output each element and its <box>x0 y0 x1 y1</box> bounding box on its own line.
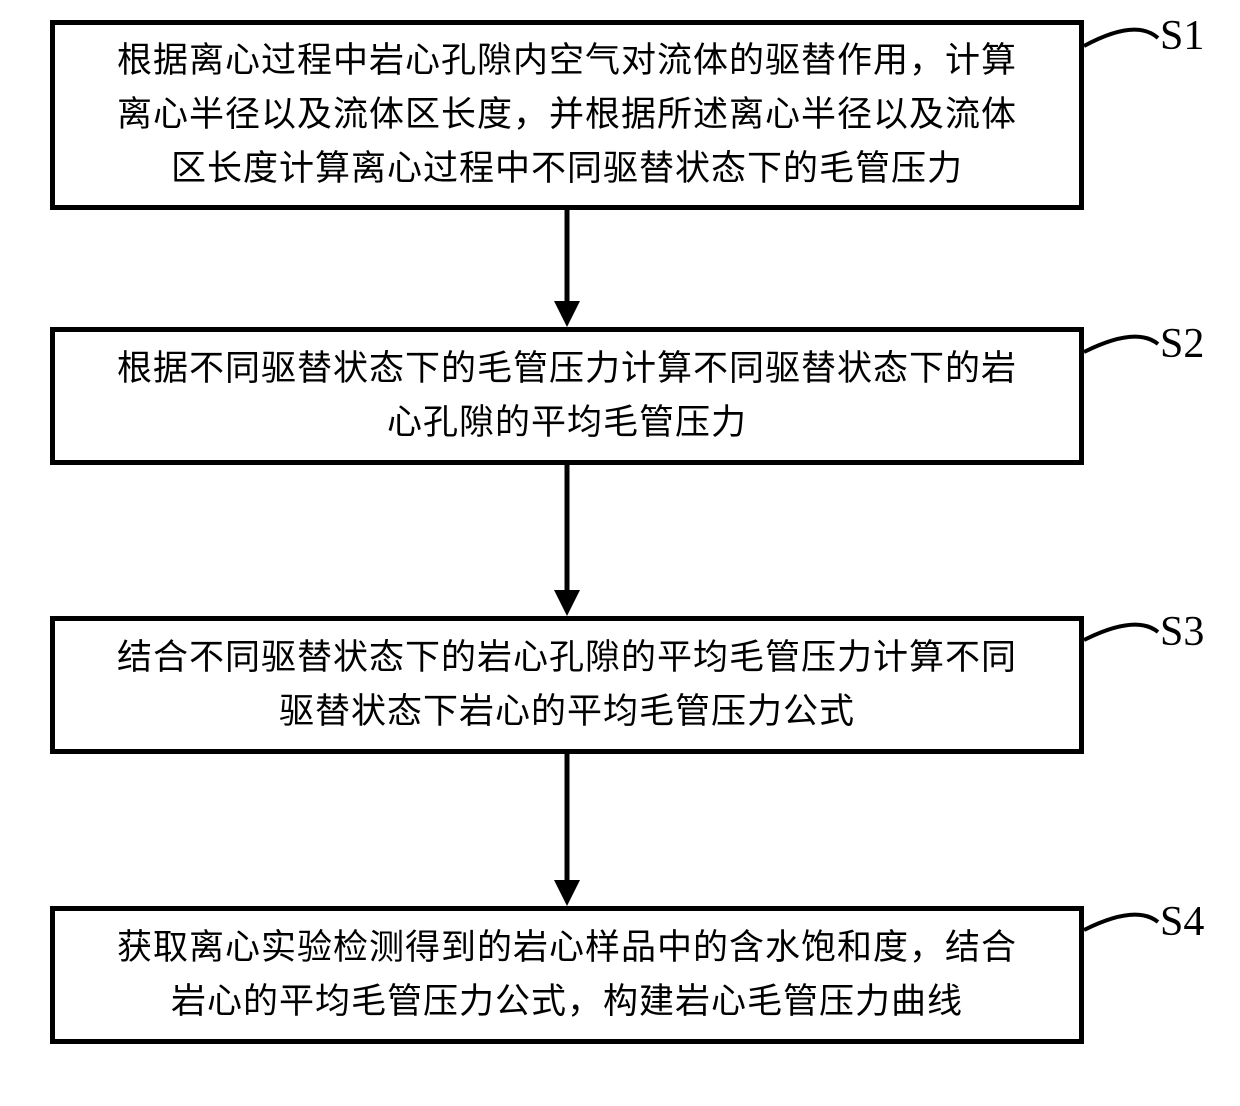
flowchart-canvas: 根据离心过程中岩心孔隙内空气对流体的驱替作用，计算 离心半径以及流体区长度，并根… <box>0 0 1240 1106</box>
connector-s4 <box>0 0 1240 1106</box>
step-label-s4: S4 <box>1160 898 1204 946</box>
